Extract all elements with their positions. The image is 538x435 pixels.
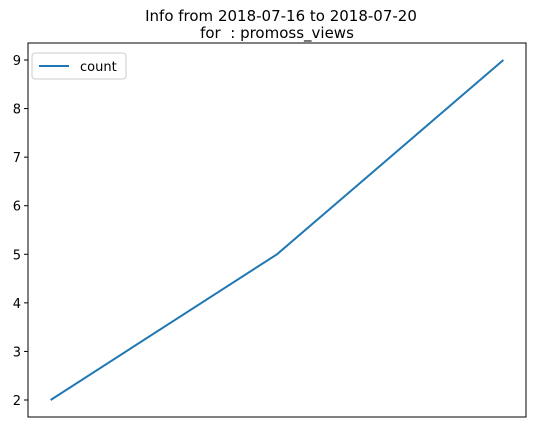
y-tick-label: 6 [13, 200, 21, 215]
y-tick-label: 3 [13, 345, 21, 360]
legend-box [31, 52, 127, 80]
legend-label-count: count [80, 60, 117, 75]
y-tick-label: 4 [13, 297, 21, 312]
legend: count [31, 52, 127, 80]
chart-title-line2: for : promoss_views [200, 24, 354, 43]
axes-frame [27, 42, 527, 418]
y-tick-label: 5 [13, 248, 21, 263]
y-tick-label: 8 [13, 103, 21, 118]
y-tick-label: 2 [13, 394, 21, 409]
y-tick-label: 7 [13, 151, 21, 166]
plot-area: 2 3 4 5 6 7 8 9 [13, 42, 527, 418]
series-line-count [50, 59, 505, 401]
chart-title-line1: Info from 2018-07-16 to 2018-07-20 [145, 7, 417, 25]
y-tick-label: 9 [13, 54, 21, 69]
